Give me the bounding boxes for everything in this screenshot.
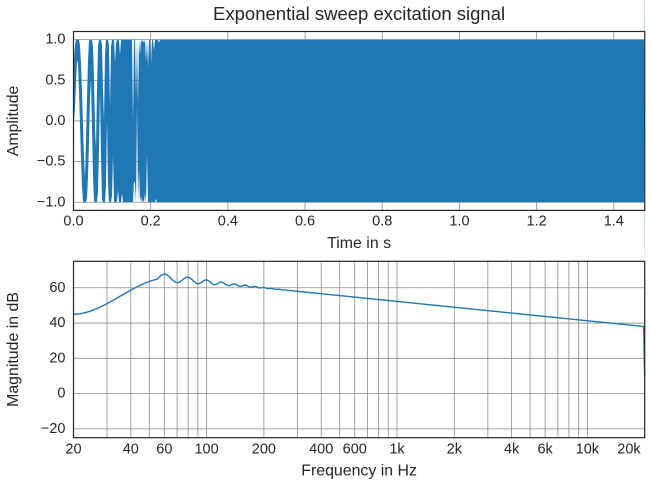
svg-text:1k: 1k (389, 442, 405, 458)
svg-text:0.0: 0.0 (63, 213, 83, 229)
svg-text:600: 600 (343, 442, 367, 458)
svg-text:−20: −20 (41, 421, 66, 437)
svg-text:1.0: 1.0 (449, 213, 469, 229)
svg-text:−1.0: −1.0 (37, 194, 66, 210)
svg-text:40: 40 (123, 442, 139, 458)
svg-text:1.0: 1.0 (45, 32, 65, 48)
svg-text:20: 20 (65, 442, 81, 458)
svg-text:Amplitude: Amplitude (5, 85, 22, 156)
svg-text:40: 40 (49, 315, 65, 331)
svg-text:−0.5: −0.5 (37, 154, 66, 170)
svg-text:Exponential sweep excitation s: Exponential sweep excitation signal (213, 3, 505, 24)
svg-text:0.2: 0.2 (141, 213, 161, 229)
svg-text:60: 60 (49, 280, 65, 296)
svg-text:1.4: 1.4 (604, 213, 624, 229)
svg-text:Time in s: Time in s (327, 235, 391, 252)
svg-text:20: 20 (49, 350, 65, 366)
svg-text:0.0: 0.0 (45, 113, 65, 129)
svg-text:10k: 10k (576, 442, 600, 458)
svg-text:Frequency in Hz: Frequency in Hz (301, 463, 417, 480)
svg-text:0.8: 0.8 (372, 213, 392, 229)
svg-text:0.4: 0.4 (218, 213, 238, 229)
svg-text:100: 100 (194, 442, 218, 458)
svg-text:400: 400 (309, 442, 333, 458)
svg-text:0.6: 0.6 (295, 213, 315, 229)
svg-text:2k: 2k (447, 442, 463, 458)
svg-text:200: 200 (252, 442, 276, 458)
svg-text:60: 60 (156, 442, 172, 458)
svg-text:6k: 6k (537, 442, 553, 458)
svg-text:0.5: 0.5 (45, 72, 65, 88)
svg-text:0: 0 (57, 386, 65, 402)
svg-text:Magnitude in dB: Magnitude in dB (5, 292, 22, 407)
svg-text:20k: 20k (617, 442, 641, 458)
svg-text:4k: 4k (504, 442, 520, 458)
svg-text:1.2: 1.2 (527, 213, 547, 229)
